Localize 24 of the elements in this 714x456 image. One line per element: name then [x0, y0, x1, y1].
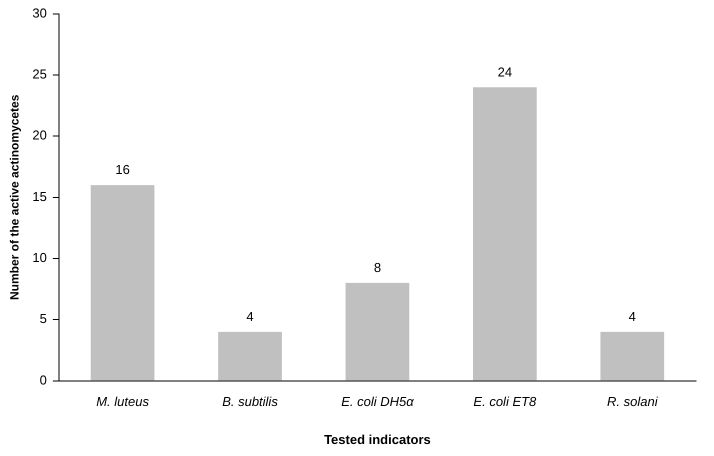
x-axis-title: Tested indicators	[324, 432, 431, 447]
x-tick-label: M. luteus	[96, 394, 150, 410]
y-axis-title: Number of the active actinomycetes	[8, 94, 22, 300]
data-label: 24	[498, 64, 512, 80]
y-tick-label: 25	[32, 66, 47, 82]
data-label: 16	[115, 162, 130, 178]
x-tick-label: B. subtilis	[222, 394, 278, 410]
bar	[90, 185, 154, 380]
y-tick-label: 20	[32, 128, 47, 143]
data-label: 8	[374, 260, 382, 276]
y-tick-label: 10	[32, 250, 47, 266]
bar	[346, 282, 410, 380]
y-tick-label: 15	[32, 188, 47, 204]
bar	[218, 332, 282, 380]
data-label: 4	[246, 308, 254, 324]
bar	[600, 332, 664, 380]
x-tick-label: E. coli DH5α	[341, 394, 414, 410]
y-tick-label: 0	[40, 372, 47, 388]
x-tick-label: E. coli ET8	[473, 394, 538, 410]
data-label: 4	[628, 308, 636, 324]
x-tick-label: R. solani	[606, 394, 659, 410]
y-tick-label: 30	[32, 5, 47, 20]
bar	[473, 87, 537, 380]
y-tick-label: 5	[40, 311, 47, 326]
